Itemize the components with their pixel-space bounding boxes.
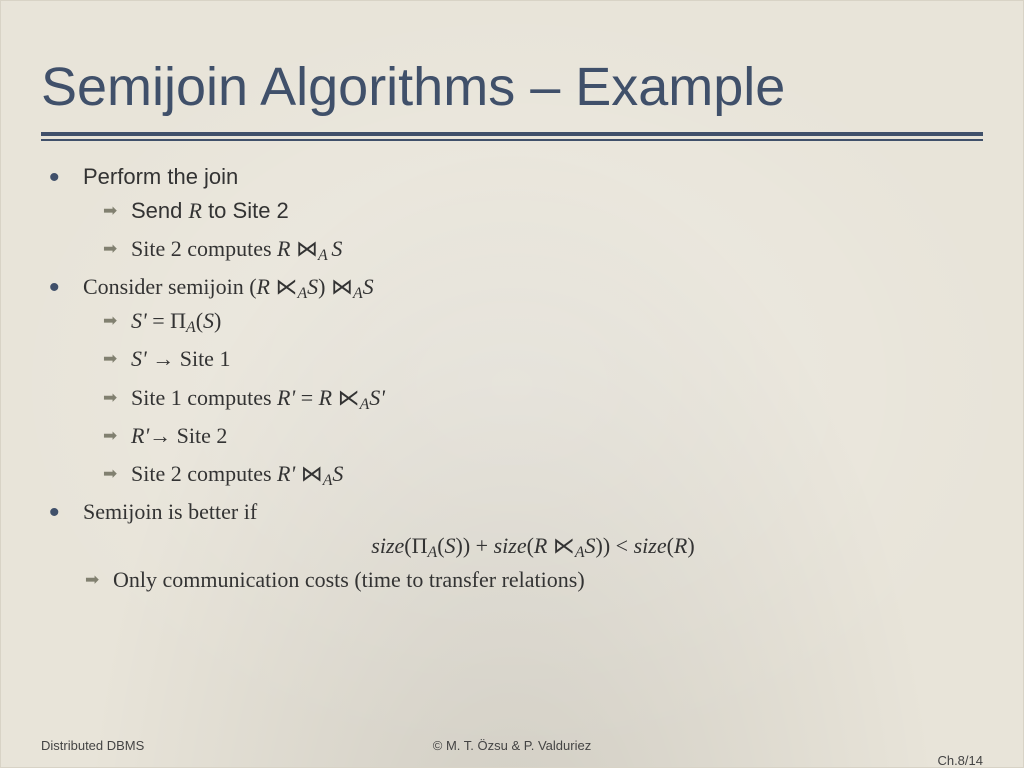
footer-center: © M. T. Özsu & P. Valduriez: [41, 738, 983, 753]
bullet-1-sub-2: Site 2 computes R ⋈A S: [101, 235, 983, 263]
footer: Distributed DBMS © M. T. Özsu & P. Valdu…: [1, 738, 1023, 753]
footer-left: Distributed DBMS: [41, 738, 144, 753]
bullet-2-sub-2: S' → Site 1: [101, 345, 983, 373]
bullet-3-sub-1: Only communication costs (time to transf…: [83, 566, 983, 594]
bullet-1-sub-1: Send R to Site 2: [101, 197, 983, 225]
bullet-2-sub-3: Site 1 computes R' = R ⋉AS': [101, 384, 983, 412]
bullet-2: Consider semijoin (R ⋉AS) ⋈AS S' = ΠA(S)…: [41, 273, 983, 488]
bullet-3-formula: size(ΠA(S)) + size(R ⋉AS)) < size(R): [83, 532, 983, 560]
bullet-1: Perform the join Send R to Site 2 Site 2…: [41, 163, 983, 263]
bullet-2-sub-4: R'→ Site 2: [101, 422, 983, 450]
bullet-1-text: Perform the join: [83, 164, 238, 189]
slide: Semijoin Algorithms – Example Perform th…: [1, 1, 1023, 767]
bullet-2-text: Consider semijoin (R ⋉AS) ⋈AS: [83, 274, 374, 299]
bullet-3-text: Semijoin is better if: [83, 499, 257, 524]
slide-content: Perform the join Send R to Site 2 Site 2…: [41, 163, 983, 595]
bullet-2-sub-5: Site 2 computes R' ⋈AS: [101, 460, 983, 488]
title-rule-bottom: [41, 139, 983, 141]
bullet-3: Semijoin is better if size(ΠA(S)) + size…: [41, 498, 983, 594]
slide-title: Semijoin Algorithms – Example: [41, 59, 983, 116]
title-rule-top: [41, 132, 983, 136]
footer-right: Ch.8/14: [937, 753, 983, 768]
bullet-2-sub-1: S' = ΠA(S): [101, 307, 983, 335]
